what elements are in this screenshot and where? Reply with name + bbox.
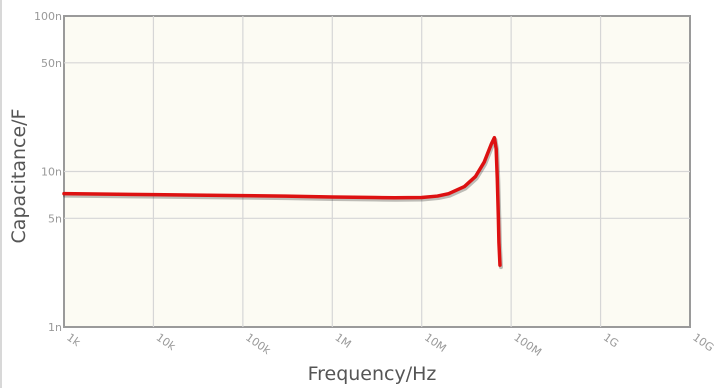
y-tick-label: 100n xyxy=(34,10,62,23)
grid-lines xyxy=(64,16,690,327)
y-tick-label: 1n xyxy=(48,321,62,334)
x-tick-label: 1k xyxy=(64,331,83,350)
x-tick-label: 1G xyxy=(601,331,621,351)
y-tick-label: 50n xyxy=(41,57,62,70)
x-tick-label: 10G xyxy=(690,331,714,355)
series-line xyxy=(62,135,502,267)
x-tick-label: 100k xyxy=(243,331,273,358)
y-tick-label: 10n xyxy=(41,166,62,179)
y-axis-title: Capacitance/F xyxy=(8,109,30,244)
x-tick-label: 1M xyxy=(333,331,354,351)
x-axis-title: Frequency/Hz xyxy=(308,363,437,385)
y-tick-labels: 1n 5n 10n 50n 100n xyxy=(34,10,62,334)
x-tick-label: 100M xyxy=(511,331,543,359)
series-layer xyxy=(62,135,503,270)
x-tick-labels: 1k 10k 100k 1M 10M 100M 1G 10G xyxy=(64,331,714,359)
x-tick-label: 10M xyxy=(422,331,449,355)
x-tick-label: 10k xyxy=(154,331,179,354)
y-tick-label: 5n xyxy=(48,212,62,225)
